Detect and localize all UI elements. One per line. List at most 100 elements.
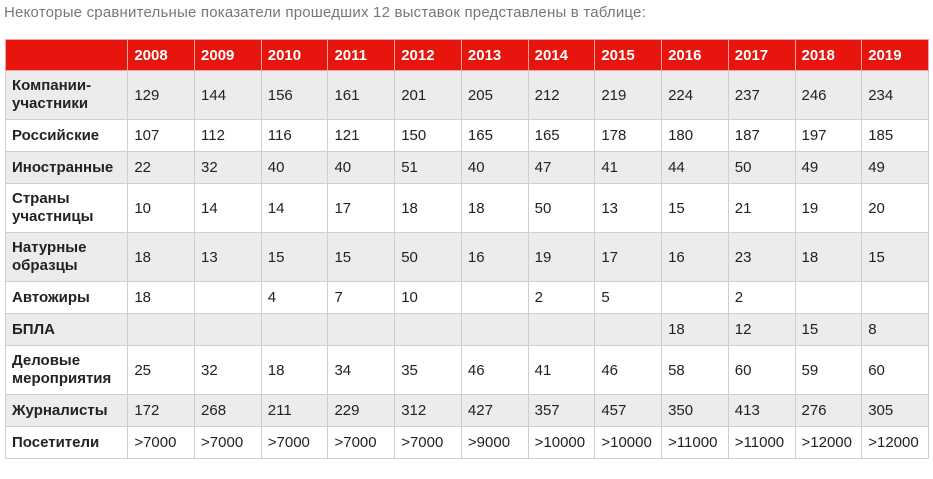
value-cell: 201 [394, 70, 462, 120]
value-cell: 12 [727, 313, 796, 346]
value-cell: >12000 [861, 426, 929, 459]
row-label-cell: Страны участницы [4, 183, 129, 233]
year-header-cell: 2019 [861, 39, 929, 71]
value-cell: 180 [661, 119, 729, 152]
value-cell: 121 [327, 119, 396, 152]
table-row: Российские 107 112 116 121 150 165 165 178 180 187… [4, 119, 929, 152]
value-cell [194, 313, 262, 346]
value-cell: 357 [527, 394, 596, 427]
table-row: Посетители >7000 >7000 >7000 >7000 >7000 >9000… [4, 426, 929, 459]
value-cell: 18 [394, 183, 462, 233]
value-cell: 41 [594, 151, 663, 184]
value-cell [394, 313, 462, 346]
intro-text: Некоторые сравнительные показатели проше… [4, 4, 646, 21]
value-cell: 116 [260, 119, 329, 152]
value-cell: 50 [394, 232, 462, 282]
value-cell: 51 [394, 151, 462, 184]
table-row: Иностранные 22 32 40 40 51 40 47 41 44 50 49 49 [4, 151, 929, 184]
value-cell: 212 [527, 70, 596, 120]
value-cell: >7000 [394, 426, 462, 459]
row-label-cell: Журналисты [4, 394, 129, 427]
value-cell: 13 [194, 232, 262, 282]
table-row: Автожиры 18 4 7 10 2 5 2 [4, 281, 929, 314]
year-header-cell: 2013 [460, 39, 529, 71]
value-cell: >7000 [194, 426, 262, 459]
value-cell: 46 [594, 345, 663, 395]
value-cell: 50 [527, 183, 596, 233]
row-label-cell: Посетители [4, 426, 129, 459]
value-cell: 185 [861, 119, 929, 152]
value-cell: 32 [194, 345, 262, 395]
value-cell: 172 [127, 394, 196, 427]
value-cell: >11000 [661, 426, 729, 459]
value-cell: 112 [194, 119, 262, 152]
year-header-cell: 2016 [661, 39, 729, 71]
value-cell [861, 281, 929, 314]
value-cell: 13 [594, 183, 663, 233]
value-cell: >10000 [527, 426, 596, 459]
value-cell: >9000 [460, 426, 529, 459]
value-cell: 165 [460, 119, 529, 152]
value-cell: 14 [194, 183, 262, 233]
value-cell: 60 [727, 345, 796, 395]
year-header-cell: 2015 [594, 39, 663, 71]
comparison-table: 2008 2009 2010 2011 2012 2013 2014 2015 2016 2017… [4, 39, 929, 459]
table-row: БПЛА 18 12 15 8 [4, 313, 929, 346]
value-cell: 46 [460, 345, 529, 395]
value-cell: 40 [327, 151, 396, 184]
value-cell: 161 [327, 70, 396, 120]
value-cell: 234 [861, 70, 929, 120]
value-cell: 305 [861, 394, 929, 427]
value-cell: 10 [127, 183, 196, 233]
value-cell: 18 [794, 232, 863, 282]
value-cell: 19 [527, 232, 596, 282]
value-cell [794, 281, 863, 314]
value-cell: 47 [527, 151, 596, 184]
value-cell: 165 [527, 119, 596, 152]
value-cell [594, 313, 663, 346]
value-cell: 59 [794, 345, 863, 395]
value-cell: 21 [727, 183, 796, 233]
year-header-cell: 2012 [394, 39, 462, 71]
value-cell: 18 [127, 232, 196, 282]
row-label-cell: Натурные образцы [4, 232, 129, 282]
value-cell: 40 [460, 151, 529, 184]
value-cell: 19 [794, 183, 863, 233]
table-body: Компании-участники 129 144 156 161 201 205 212 2… [4, 70, 929, 459]
table-row: Журналисты 172 268 211 229 312 427 357 457 350 413… [4, 394, 929, 427]
value-cell: 107 [127, 119, 196, 152]
value-cell [127, 313, 196, 346]
value-cell: 211 [260, 394, 329, 427]
value-cell: 20 [861, 183, 929, 233]
value-cell: 178 [594, 119, 663, 152]
value-cell: 5 [594, 281, 663, 314]
value-cell: 32 [194, 151, 262, 184]
value-cell [527, 313, 596, 346]
year-header-cell: 2008 [127, 39, 196, 71]
header-corner-cell [4, 39, 129, 71]
value-cell [260, 313, 329, 346]
value-cell [661, 281, 729, 314]
value-cell: 22 [127, 151, 196, 184]
value-cell: 229 [327, 394, 396, 427]
value-cell: 219 [594, 70, 663, 120]
value-cell: 49 [794, 151, 863, 184]
value-cell: 15 [327, 232, 396, 282]
value-cell [327, 313, 396, 346]
value-cell: 60 [861, 345, 929, 395]
value-cell: 7 [327, 281, 396, 314]
table-row: Страны участницы 10 14 14 17 18 18 50 13 15 21 19 20 [4, 183, 929, 233]
value-cell: 144 [194, 70, 262, 120]
value-cell: 457 [594, 394, 663, 427]
year-header-cell: 2011 [327, 39, 396, 71]
value-cell: 16 [460, 232, 529, 282]
row-label-cell: Иностранные [4, 151, 129, 184]
value-cell: 224 [661, 70, 729, 120]
value-cell: 156 [260, 70, 329, 120]
value-cell: 58 [661, 345, 729, 395]
value-cell: 15 [260, 232, 329, 282]
value-cell: 4 [260, 281, 329, 314]
value-cell: 50 [727, 151, 796, 184]
value-cell: 17 [594, 232, 663, 282]
value-cell: 276 [794, 394, 863, 427]
